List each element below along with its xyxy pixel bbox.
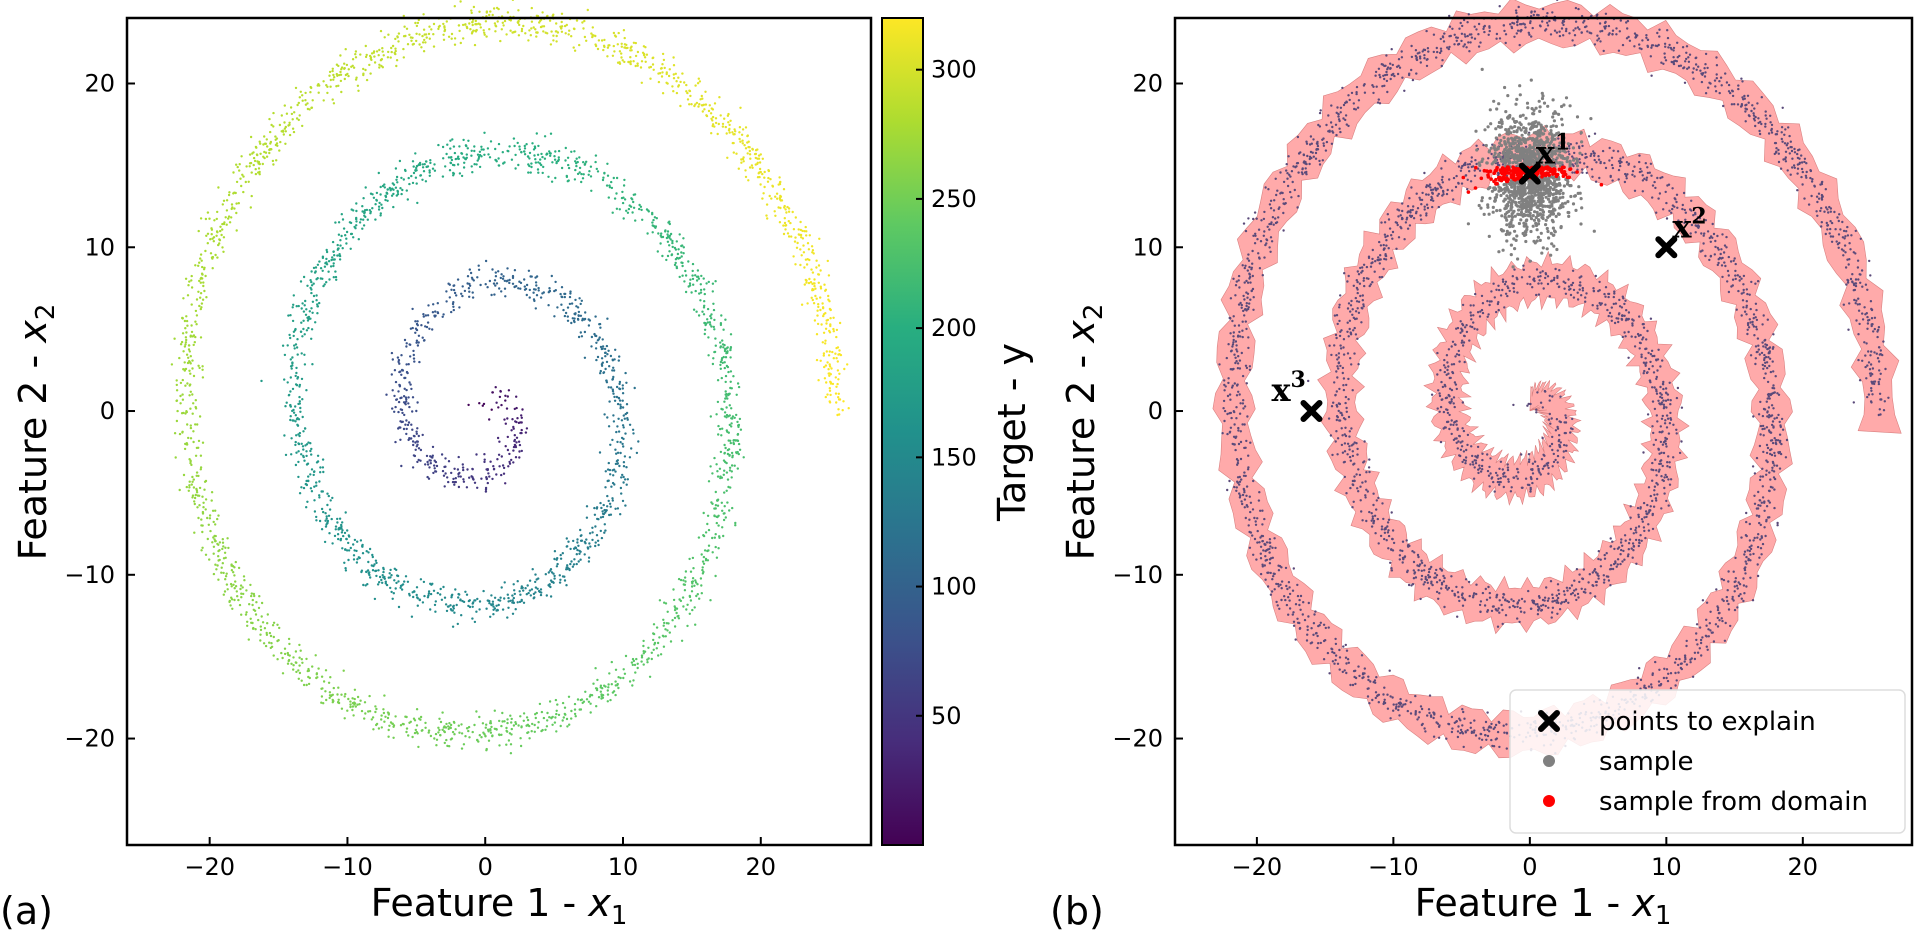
legend-label: sample <box>1599 747 1694 777</box>
colorbar-tick-label: 200 <box>931 314 977 342</box>
x-tick-label: −10 <box>322 853 373 881</box>
domain-band-shape <box>1212 0 1902 759</box>
x-tick-label: −20 <box>184 853 235 881</box>
y-tick-label: −10 <box>64 561 115 589</box>
y-ticks-b: −20 −10 0 10 20 <box>1112 70 1183 753</box>
colorbar-tick-label: 50 <box>931 702 962 730</box>
x-axis-label-a: Feature 1 - x1 <box>371 881 628 931</box>
x-tick-label: 0 <box>1522 853 1537 881</box>
colorbar-ticks: 50 100 150 200 250 300 <box>916 56 977 730</box>
colorbar-label: Target - y <box>990 343 1034 522</box>
legend-entry-1: points to explain <box>1538 707 1816 737</box>
point-to-explain-1: x1 <box>1518 130 1570 185</box>
point-label-2: x2 <box>1672 203 1706 245</box>
spiral-points-a <box>170 0 850 755</box>
point-label-3: x3 <box>1271 367 1305 409</box>
y-tick-label: 10 <box>1132 233 1163 261</box>
panel-label-b: (b) <box>1050 889 1104 933</box>
legend-dot-marker <box>1543 755 1555 767</box>
y-tick-label: 20 <box>84 70 115 98</box>
legend-label: points to explain <box>1599 707 1816 737</box>
point-to-explain-3: x3 <box>1271 367 1323 423</box>
y-tick-label: −20 <box>64 725 115 753</box>
point-to-explain-2: x2 <box>1655 203 1707 259</box>
domain-band <box>1212 0 1902 759</box>
panel-a: −20 −10 0 10 20 −20 −10 0 10 20 Feature 1 - x1 F… <box>0 0 1034 933</box>
y-tick-label: 0 <box>1148 397 1163 425</box>
colorbar-tick-label: 300 <box>931 56 977 84</box>
y-axis-label-b: Feature 2 - x2 <box>1059 304 1109 561</box>
panel-b: x1 x2 x3 −20 −10 0 10 20 −20 −10 0 10 20 Feature 1… <box>1050 0 1914 933</box>
point-label-1: x1 <box>1536 130 1570 172</box>
x-axis-label-b: Feature 1 - x1 <box>1415 881 1672 931</box>
x-tick-label: −10 <box>1368 853 1419 881</box>
points-to-explain: x1 x2 x3 <box>1271 130 1707 423</box>
y-ticks-a: −20 −10 0 10 20 <box>64 70 135 753</box>
panel-label-a: (a) <box>0 889 53 933</box>
x-tick-label: −20 <box>1232 853 1283 881</box>
x-ticks-b: −20 −10 0 10 20 <box>1232 837 1819 881</box>
legend-entry-2: sample <box>1543 747 1694 777</box>
axes-frame-b <box>1173 16 1914 847</box>
y-tick-label: −20 <box>1112 725 1163 753</box>
axes-frame-a <box>125 16 873 847</box>
colorbar <box>881 17 924 846</box>
y-tick-label: −10 <box>1112 561 1163 589</box>
x-tick-label: 10 <box>608 853 639 881</box>
y-tick-label: 0 <box>100 397 115 425</box>
colorbar-tick-label: 250 <box>931 185 977 213</box>
x-ticks-a: −20 −10 0 10 20 <box>184 837 776 881</box>
x-tick-label: 20 <box>746 853 777 881</box>
x-tick-label: 20 <box>1788 853 1819 881</box>
x-tick-label: 10 <box>1651 853 1682 881</box>
legend-x-marker <box>1538 710 1560 732</box>
legend-entry-3: sample from domain <box>1543 787 1868 817</box>
y-tick-label: 10 <box>84 233 115 261</box>
legend-frame <box>1509 689 1906 834</box>
x-tick-label: 0 <box>478 853 493 881</box>
legend-label: sample from domain <box>1599 787 1868 817</box>
colorbar-tick-label: 100 <box>931 573 977 601</box>
y-axis-label-a: Feature 2 - x2 <box>11 304 61 561</box>
y-tick-label: 20 <box>1132 70 1163 98</box>
colorbar-tick-label: 150 <box>931 443 977 471</box>
legend: points to explain sample sample from domai… <box>1509 689 1906 834</box>
legend-dot-marker <box>1543 795 1555 807</box>
